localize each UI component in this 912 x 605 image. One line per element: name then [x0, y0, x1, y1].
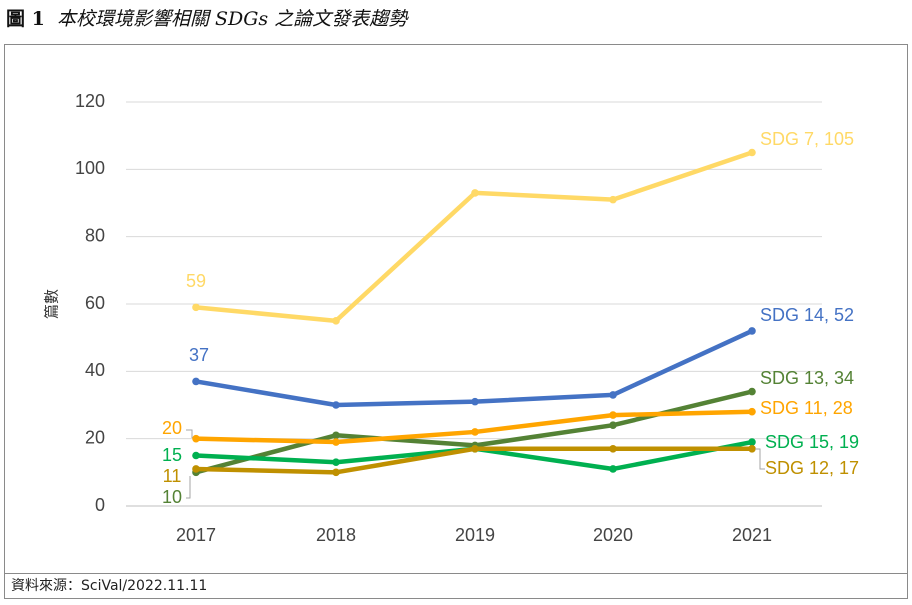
- end-data-label: SDG 11, 28: [760, 398, 853, 418]
- end-data-label: SDG 15, 19: [765, 432, 859, 452]
- data-point: [748, 327, 756, 335]
- y-tick-label: 80: [85, 225, 105, 245]
- end-data-label: SDG 12, 17: [765, 458, 859, 478]
- data-point: [748, 407, 756, 416]
- series-line: [193, 409, 755, 445]
- x-tick-label: 2019: [455, 525, 495, 545]
- end-data-label: SDG 7, 105: [760, 129, 854, 149]
- data-point: [748, 148, 756, 157]
- data-point: [332, 401, 340, 409]
- y-tick-label: 120: [75, 91, 105, 111]
- figure-caption: 圖 1 本校環境影響相關 SDGs 之論文發表趨勢: [6, 4, 407, 34]
- y-tick-label: 40: [85, 360, 105, 380]
- data-point: [748, 438, 756, 446]
- y-tick-label: 20: [85, 427, 105, 447]
- start-data-label: 11: [163, 466, 182, 486]
- label-leader-line: [755, 448, 765, 470]
- data-point: [471, 397, 479, 406]
- data-point: [332, 438, 340, 446]
- data-point: [192, 451, 200, 460]
- data-point: [332, 431, 340, 440]
- data-point: [471, 189, 479, 197]
- data-point: [332, 468, 340, 477]
- data-point: [609, 465, 617, 473]
- data-point: [471, 444, 479, 453]
- data-point: [192, 377, 200, 386]
- start-data-label: 20: [162, 418, 182, 438]
- figure-number: 圖 1: [6, 8, 45, 30]
- series-line: [193, 328, 755, 408]
- x-tick-label: 2020: [593, 525, 633, 545]
- start-data-label: 59: [186, 271, 206, 291]
- label-leader-line: [186, 429, 193, 438]
- x-tick-label: 2018: [316, 525, 356, 545]
- figure-title: 本校環境影響相關 SDGs 之論文發表趨勢: [56, 8, 408, 30]
- start-data-label: 15: [162, 445, 182, 465]
- start-data-label: 37: [189, 345, 209, 365]
- data-point: [609, 444, 617, 453]
- data-point: [332, 458, 340, 467]
- end-data-label: SDG 14, 52: [760, 305, 854, 325]
- data-point: [332, 317, 340, 325]
- data-point: [192, 465, 200, 473]
- data-point: [748, 444, 756, 453]
- data-point: [609, 195, 617, 204]
- y-axis-label: 篇數: [43, 289, 61, 319]
- source-note: 資料來源：SciVal/2022.11.11: [5, 573, 907, 598]
- y-tick-label: 0: [95, 495, 105, 515]
- data-point: [192, 303, 200, 312]
- data-point: [609, 391, 617, 399]
- x-tick-label: 2017: [176, 525, 216, 545]
- chart-frame: 資料來源：SciVal/2022.11.11: [4, 44, 908, 599]
- y-tick-label: 60: [85, 293, 105, 313]
- label-leader-line: [186, 476, 191, 499]
- data-point: [748, 387, 756, 396]
- end-data-label: SDG 13, 34: [760, 368, 854, 388]
- data-point: [609, 421, 617, 430]
- x-tick-label: 2021: [732, 525, 772, 545]
- data-point: [609, 411, 617, 419]
- data-point: [192, 434, 200, 443]
- y-tick-label: 100: [75, 158, 105, 178]
- data-point: [471, 428, 479, 436]
- start-data-label: 10: [162, 487, 182, 507]
